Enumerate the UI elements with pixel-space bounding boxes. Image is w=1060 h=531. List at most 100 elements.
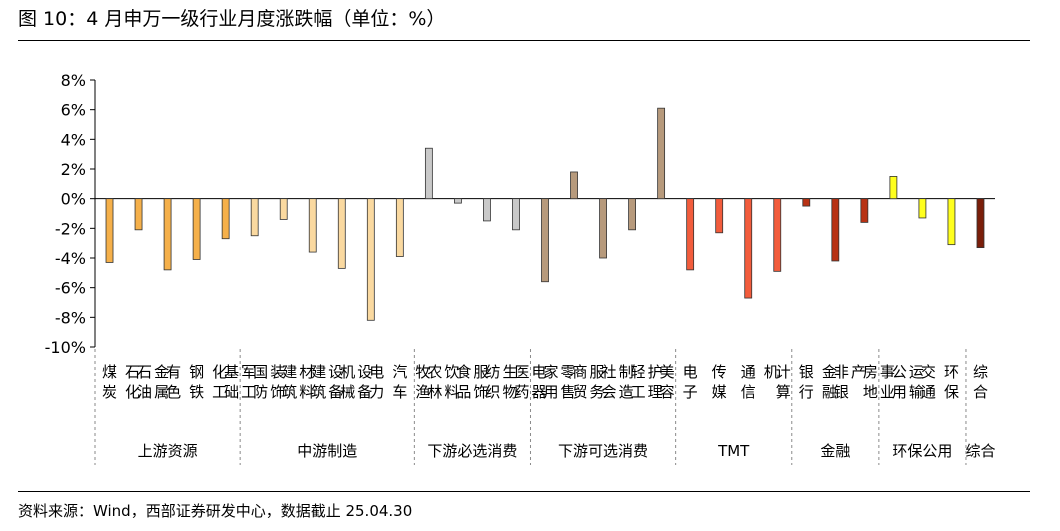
y-tick-label: 0% [61,190,86,209]
y-tick-label: -10% [45,338,86,357]
category-label-char: 会 [602,383,617,401]
category-label-char: 有 [166,363,181,381]
category-label-char: 料 [299,383,314,401]
category-label-char: 制 [619,363,634,381]
bar-石油石化 [134,198,143,231]
category-label-char: 算 [776,383,791,401]
bar-非银金融 [831,198,840,262]
category-label-char: 社 [602,363,617,381]
category-label-char: 地 [863,383,878,401]
category-label-char: 林 [427,383,442,401]
bar-交通运输 [918,198,927,219]
category-label-char: 服 [473,363,488,381]
bottom-rule [18,491,1030,492]
category-label-char: 行 [799,383,814,401]
category-label-char: 物 [502,383,517,401]
y-tick-label: 2% [61,160,86,179]
category-label-char: 械 [340,383,355,401]
category-label-char: 银 [834,383,849,401]
bar-医药生物 [512,198,520,231]
category-label-char: 化 [212,363,227,381]
category-label-char: 牧 [415,363,430,381]
y-tick-label: -8% [55,308,86,327]
category-label-char: 工 [631,383,646,401]
category-label-char: 电 [531,363,546,381]
category-label-char: 银 [799,363,814,381]
category-label-char: 建 [282,363,297,381]
category-label-char: 渔 [415,383,430,401]
category-label-char: 家 [543,363,558,381]
bar-公用事业 [889,176,898,200]
category-label-char: 机 [340,363,355,381]
category-label-char: 融 [822,383,837,401]
category-label-char: 炭 [102,383,117,401]
category-label-char: 煤 [102,363,117,381]
category-label-char: 用 [892,383,907,401]
category-label-char: 药 [514,383,529,401]
bar-钢铁 [192,198,201,260]
category-label-char: 油 [137,383,152,401]
category-label-char: 属 [154,383,169,401]
bar-计算机 [773,198,782,272]
category-label-char: 品 [456,383,471,401]
category-label-char: 非 [834,363,849,381]
category-label-char: 军 [241,363,256,381]
category-label-char: 轻 [631,363,646,381]
category-label-char: 用 [543,383,558,401]
group-label: 中游制造 [297,442,357,460]
category-label-char: 金 [154,363,169,381]
category-label-char: 交 [921,363,936,381]
source-note: 资料来源：Wind，西部证券研发中心，数据截止 25.04.30 [18,502,413,520]
category-label-char: 计 [776,363,791,381]
category-label-char: 建 [311,363,326,381]
bar-电力设备 [366,198,375,321]
group-label: TMT [717,442,750,460]
category-label-char: 通 [741,363,756,381]
category-label-char: 机 [764,363,779,381]
y-tick-label: -6% [55,279,86,298]
category-label-char: 护 [648,363,663,381]
category-label-char: 运 [909,363,924,381]
bar-建筑材料 [308,198,317,253]
category-label-char: 备 [357,383,372,401]
category-label-char: 生 [502,363,517,381]
category-label-char: 料 [444,383,459,401]
category-label-char: 房 [863,363,878,381]
category-label-char: 商 [573,363,588,381]
category-label-char: 金 [822,363,837,381]
category-label-char: 医 [514,363,529,381]
bar-房地产 [860,198,869,223]
category-label-char: 石 [125,363,140,381]
bar-有色金属 [163,198,172,271]
y-tick-label: -4% [55,249,86,268]
category-label-char: 务 [590,383,605,401]
category-label-char: 防 [253,383,268,401]
category-label-char: 饮 [444,363,459,381]
category-label-char: 纺 [485,363,500,381]
category-label-char: 食 [456,363,471,381]
category-label-char: 农 [427,363,442,381]
category-label-char: 材 [299,363,314,381]
bar-商贸零售 [570,171,578,200]
y-tick-label: -2% [55,219,86,238]
category-label-char: 综 [973,363,988,381]
category-label-char: 铁 [189,383,204,401]
category-label-char: 筑 [282,383,297,401]
group-label: 上游资源 [138,442,198,460]
bar-汽车 [395,198,404,257]
category-label-char: 电 [683,363,698,381]
category-label-char: 车 [392,383,407,401]
category-label-char: 设 [328,363,343,381]
category-label-char: 织 [485,383,500,401]
bar-chart: 8%6%4%2%0%-2%-4%-6%-8%-10%煤炭石油石化有色金属钢铁基础… [45,71,995,465]
category-label-char: 设 [357,363,372,381]
bar-食品饮料 [454,198,462,204]
category-label-char: 公 [892,363,907,381]
bar-基础化工 [221,198,230,240]
category-label-char: 钢 [189,363,204,381]
bar-电子 [686,198,695,271]
category-label-char: 业 [880,383,895,401]
category-label-char: 服 [590,363,605,381]
category-label-char: 色 [166,383,181,401]
category-label-char: 媒 [712,383,727,401]
